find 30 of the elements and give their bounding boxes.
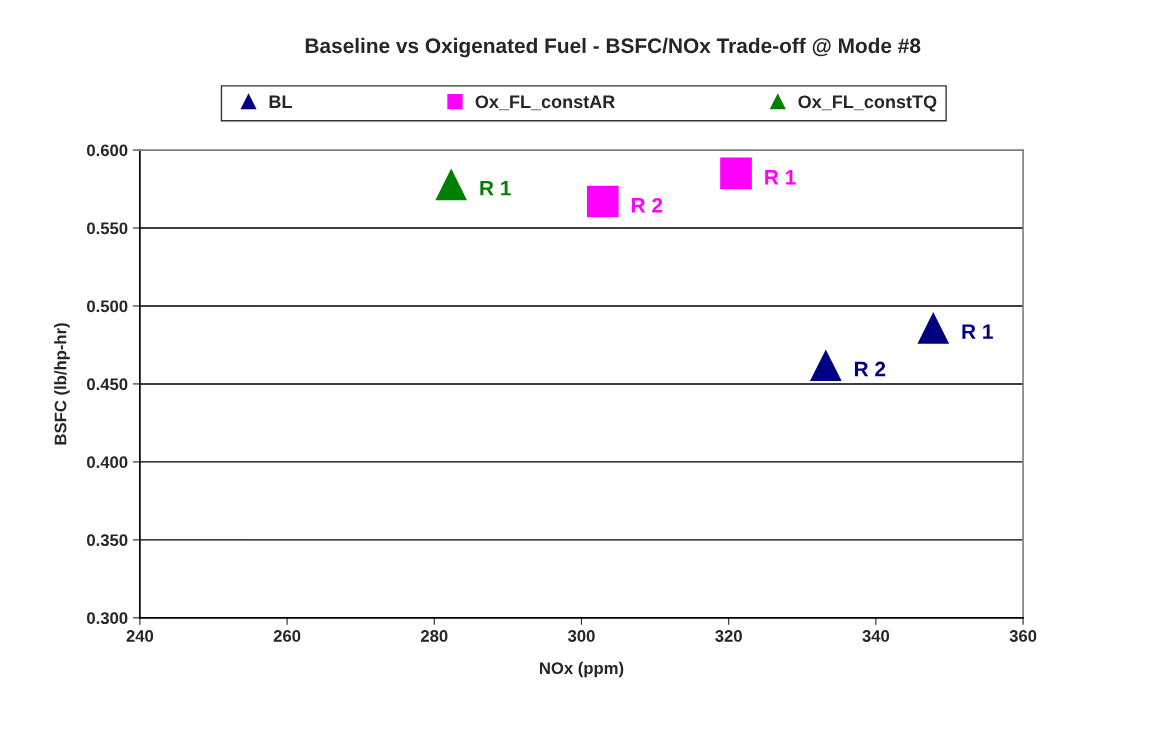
annotation: R 1: [962, 324, 993, 339]
y-tick-label: 0.300: [87, 612, 128, 625]
legend-label: Ox_FL_constTQ: [798, 95, 937, 112]
y-tick-label: 0.350: [87, 534, 128, 547]
chart-title: Baseline vs Oxigenated Fuel - BSFC/NOx Trade-off @ Mode #8: [305, 37, 921, 58]
y-tick-label: 0.550: [87, 222, 128, 235]
legend-label: Ox_FL_constAR: [475, 95, 615, 111]
y-tick-label: 0.600: [87, 144, 128, 157]
x-tick-label: 300: [567, 630, 595, 642]
y-tick-label: 0.400: [87, 456, 128, 469]
point: [586, 185, 619, 218]
point: [720, 157, 752, 190]
legend-label: BL: [269, 95, 292, 108]
point: [435, 168, 468, 201]
y-tick-label: 0.500: [87, 300, 128, 313]
x-tick-label: 240: [126, 630, 154, 642]
point: [917, 311, 950, 344]
x-axis-title: NOx (ppm): [539, 661, 624, 678]
y-tick-label: 0.450: [87, 378, 128, 391]
x-tick-label: 280: [420, 630, 448, 642]
point: [809, 349, 842, 382]
x-tick-label: 260: [273, 630, 301, 642]
annotation: R 2: [631, 197, 663, 213]
x-tick-label: 320: [715, 630, 742, 642]
annotation: R 2: [854, 361, 886, 377]
x-tick-label: 360: [1009, 630, 1037, 642]
annotation: R 1: [480, 180, 511, 196]
y-axis-title: BSFC (lb/hp-hr): [54, 323, 70, 445]
x-tick-label: 340: [862, 630, 890, 642]
annotation: R 1: [765, 170, 796, 185]
